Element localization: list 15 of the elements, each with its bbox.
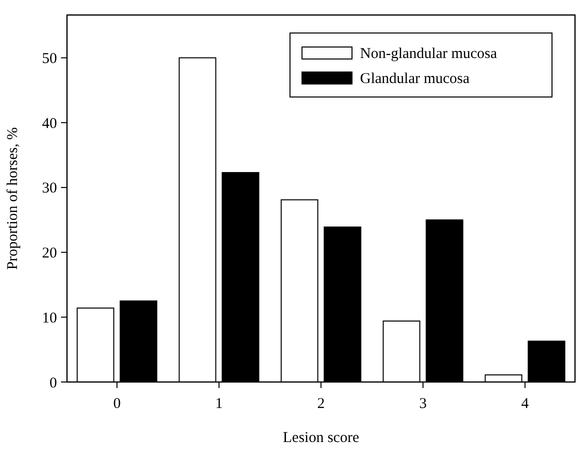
y-tick-label: 20: [42, 246, 57, 262]
x-axis-title: Lesion score: [282, 430, 360, 446]
x-tick-label: 4: [521, 396, 530, 412]
y-tick-label: 50: [42, 51, 57, 68]
x-tick-label: 2: [317, 396, 325, 412]
x-tick-label: 1: [215, 396, 223, 412]
y-axis-title: Proportion of horses, %: [5, 127, 21, 270]
x-tick-label: 3: [419, 396, 427, 412]
x-tick-label: 0: [113, 396, 121, 412]
y-tick-label: 10: [42, 310, 57, 326]
y-tick-label: 0: [50, 375, 57, 392]
legend-label: Glandular mucosa: [360, 71, 470, 87]
y-tick-label: 40: [42, 116, 57, 132]
y-tick-label: 30: [42, 180, 57, 197]
legend-label: Non-glandular mucosa: [360, 46, 498, 62]
